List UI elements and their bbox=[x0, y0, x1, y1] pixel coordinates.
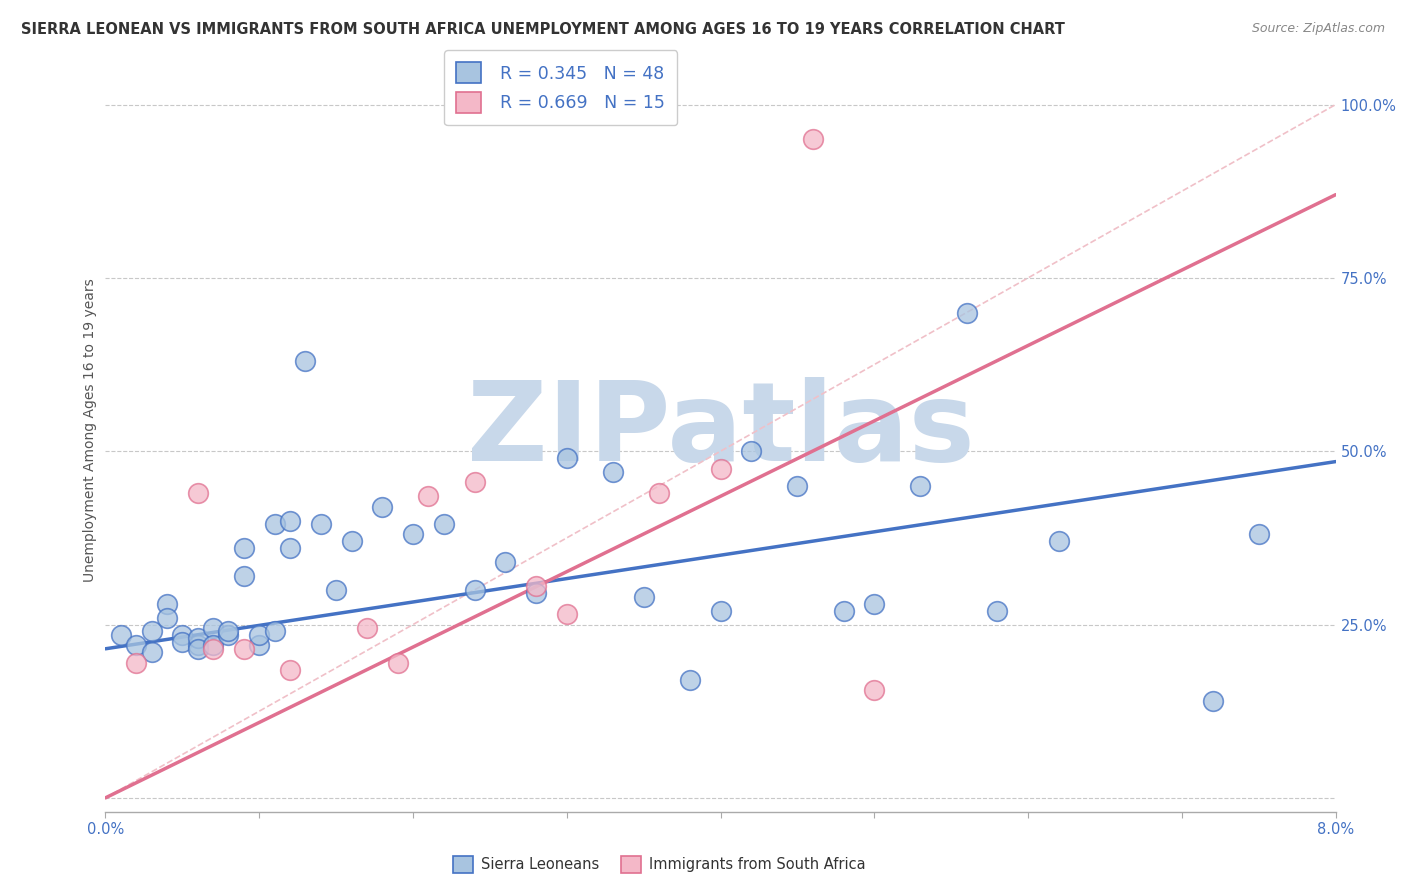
Point bbox=[863, 683, 886, 698]
Point bbox=[278, 541, 301, 556]
Point bbox=[740, 444, 762, 458]
Point bbox=[555, 607, 578, 621]
Point bbox=[110, 628, 132, 642]
Point bbox=[187, 485, 209, 500]
Point bbox=[402, 527, 425, 541]
Point bbox=[263, 624, 285, 639]
Point bbox=[418, 489, 440, 503]
Point bbox=[986, 604, 1008, 618]
Point bbox=[1047, 534, 1070, 549]
Point bbox=[1247, 527, 1270, 541]
Point bbox=[218, 624, 240, 639]
Point bbox=[356, 621, 378, 635]
Point bbox=[555, 451, 578, 466]
Point bbox=[325, 582, 347, 597]
Point bbox=[340, 534, 363, 549]
Point bbox=[218, 628, 240, 642]
Point bbox=[187, 632, 209, 646]
Point bbox=[602, 465, 624, 479]
Point bbox=[524, 586, 547, 600]
Point bbox=[309, 516, 332, 531]
Point bbox=[263, 516, 285, 531]
Point bbox=[910, 479, 932, 493]
Point bbox=[156, 597, 179, 611]
Point bbox=[278, 663, 301, 677]
Point bbox=[232, 541, 254, 556]
Point bbox=[1201, 694, 1223, 708]
Y-axis label: Unemployment Among Ages 16 to 19 years: Unemployment Among Ages 16 to 19 years bbox=[83, 278, 97, 582]
Point bbox=[294, 354, 316, 368]
Point bbox=[832, 604, 855, 618]
Text: ZIPatlas: ZIPatlas bbox=[467, 377, 974, 483]
Point bbox=[710, 461, 733, 475]
Point bbox=[863, 597, 886, 611]
Point bbox=[247, 628, 270, 642]
Point bbox=[494, 555, 516, 569]
Point bbox=[141, 624, 163, 639]
Point bbox=[464, 475, 486, 490]
Point bbox=[247, 638, 270, 652]
Point bbox=[710, 604, 733, 618]
Point bbox=[648, 485, 671, 500]
Point bbox=[141, 645, 163, 659]
Point bbox=[187, 638, 209, 652]
Text: SIERRA LEONEAN VS IMMIGRANTS FROM SOUTH AFRICA UNEMPLOYMENT AMONG AGES 16 TO 19 : SIERRA LEONEAN VS IMMIGRANTS FROM SOUTH … bbox=[21, 22, 1064, 37]
Point bbox=[786, 479, 808, 493]
Text: Source: ZipAtlas.com: Source: ZipAtlas.com bbox=[1251, 22, 1385, 36]
Point bbox=[524, 579, 547, 593]
Point bbox=[202, 641, 225, 656]
Point bbox=[278, 514, 301, 528]
Point bbox=[125, 656, 148, 670]
Point bbox=[464, 582, 486, 597]
Point bbox=[172, 628, 194, 642]
Point bbox=[801, 132, 824, 146]
Point bbox=[202, 638, 225, 652]
Point bbox=[956, 305, 979, 319]
Point bbox=[187, 641, 209, 656]
Point bbox=[202, 621, 225, 635]
Point bbox=[232, 641, 254, 656]
Legend: Sierra Leoneans, Immigrants from South Africa: Sierra Leoneans, Immigrants from South A… bbox=[446, 848, 873, 880]
Point bbox=[371, 500, 394, 514]
Point bbox=[156, 610, 179, 624]
Point bbox=[125, 638, 148, 652]
Point bbox=[387, 656, 409, 670]
Point bbox=[679, 673, 702, 687]
Point bbox=[633, 590, 655, 604]
Point bbox=[232, 569, 254, 583]
Point bbox=[172, 635, 194, 649]
Point bbox=[433, 516, 456, 531]
